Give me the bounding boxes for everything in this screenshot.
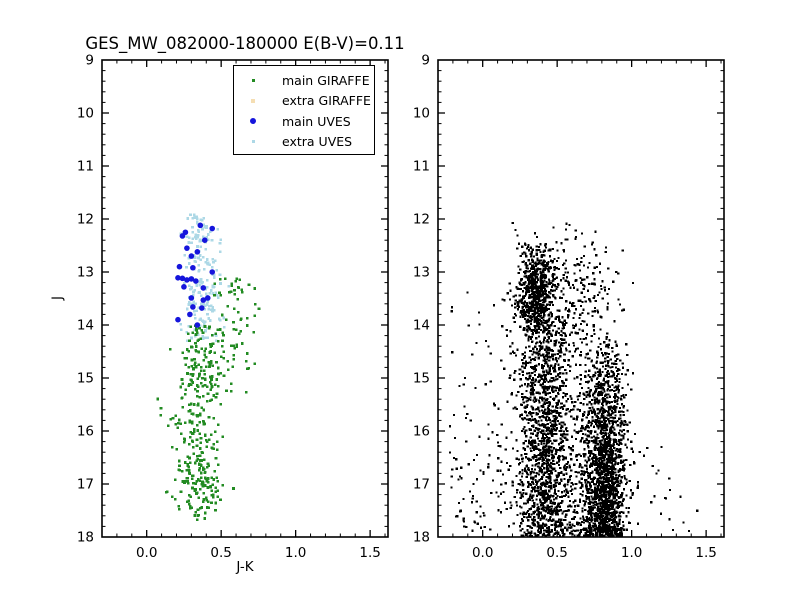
svg-text:15: 15: [413, 371, 430, 387]
svg-text:18: 18: [77, 530, 94, 546]
svg-text:0.0: 0.0: [472, 545, 493, 561]
legend-box: main GIRAFFE extra GIRAFFE main UVES ext…: [233, 65, 375, 155]
svg-text:18: 18: [413, 530, 430, 546]
legend-label-main-uves: main UVES: [282, 113, 351, 129]
svg-text:11: 11: [413, 159, 430, 175]
plot-title: GES_MW_082000-180000 E(B-V)=0.11: [85, 34, 405, 53]
svg-text:0.5: 0.5: [546, 545, 567, 561]
svg-text:15: 15: [77, 371, 94, 387]
svg-text:1.0: 1.0: [621, 545, 642, 561]
svg-text:1.0: 1.0: [285, 545, 306, 561]
legend-item-extra-giraffe: extra GIRAFFE: [234, 91, 374, 112]
svg-text:14: 14: [77, 318, 94, 334]
svg-text:9: 9: [85, 53, 94, 69]
svg-text:17: 17: [77, 477, 94, 493]
legend-item-main-uves: main UVES: [234, 111, 374, 132]
svg-text:9: 9: [421, 53, 430, 69]
legend-marker-extra-giraffe: [249, 98, 257, 103]
svg-text:1.5: 1.5: [359, 545, 380, 561]
legend-marker-main-giraffe: [249, 78, 257, 82]
svg-text:14: 14: [413, 318, 430, 334]
svg-text:11: 11: [77, 159, 94, 175]
x-axis-label: J-K: [236, 559, 254, 575]
legend-marker-extra-uves: [249, 140, 257, 144]
legend-label-extra-uves: extra UVES: [282, 134, 353, 150]
svg-text:12: 12: [77, 212, 94, 228]
legend-marker-main-uves: [249, 118, 257, 125]
svg-text:1.5: 1.5: [695, 545, 716, 561]
svg-text:0.0: 0.0: [136, 545, 157, 561]
svg-text:16: 16: [77, 424, 94, 440]
legend-label-extra-giraffe: extra GIRAFFE: [282, 93, 371, 109]
y-axis-label: J: [49, 296, 66, 300]
svg-text:16: 16: [413, 424, 430, 440]
svg-text:0.5: 0.5: [210, 545, 231, 561]
svg-text:13: 13: [413, 265, 430, 281]
svg-text:13: 13: [77, 265, 94, 281]
legend-item-main-giraffe: main GIRAFFE: [234, 70, 374, 91]
legend-item-extra-uves: extra UVES: [234, 132, 374, 153]
svg-text:17: 17: [413, 477, 430, 493]
svg-text:12: 12: [413, 212, 430, 228]
svg-text:10: 10: [77, 106, 94, 122]
legend-label-main-giraffe: main GIRAFFE: [282, 72, 370, 88]
svg-text:10: 10: [413, 106, 430, 122]
